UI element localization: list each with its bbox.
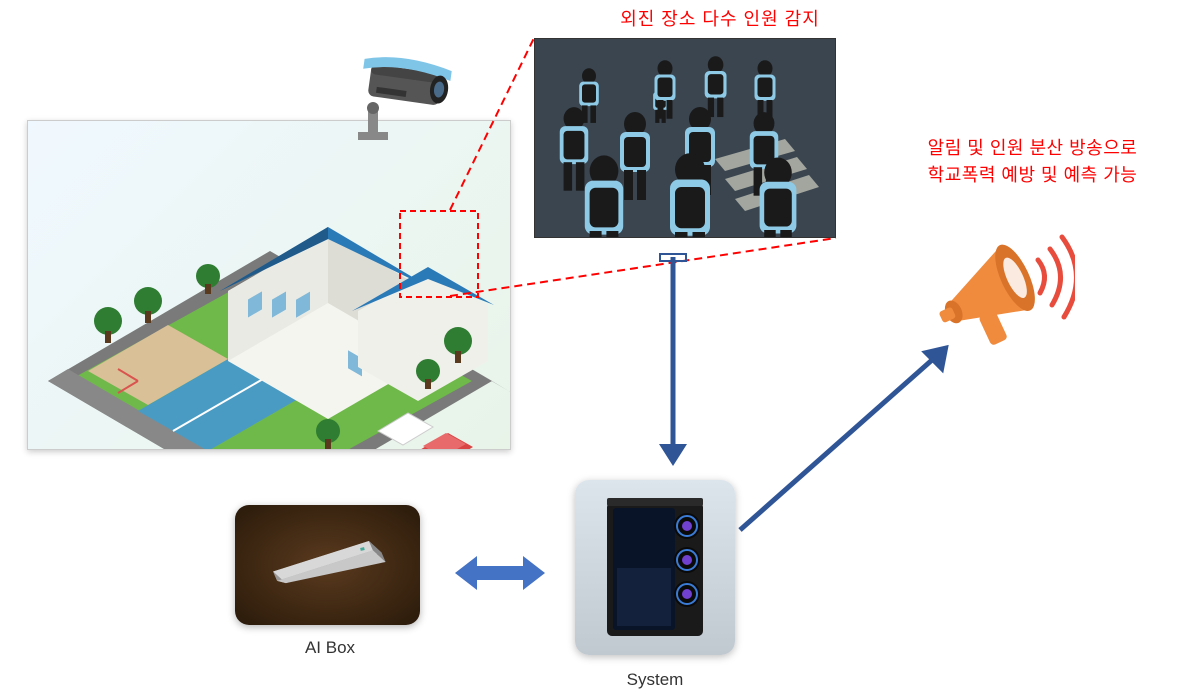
detection-caption: 외진 장소 다수 인원 감지: [570, 5, 870, 31]
alert-caption: 알림 및 인원 분산 방송으로 학교폭력 예방 및 예측 가능: [895, 135, 1170, 189]
crowd-photo: [534, 38, 836, 238]
school-svg: [28, 121, 511, 450]
ai-box-device: [235, 505, 420, 625]
cctv-camera-icon: [340, 40, 465, 145]
school-illustration: [27, 120, 511, 450]
system-pc: [575, 480, 735, 655]
ai-box-label: AI Box: [270, 638, 390, 658]
arrow-system-to-megaphone: [740, 345, 951, 530]
arrow-crowd-to-system: [659, 254, 687, 466]
megaphone-icon: [920, 215, 1075, 365]
system-label: System: [595, 670, 715, 690]
arrow-ai-system-bidir: [455, 556, 545, 590]
